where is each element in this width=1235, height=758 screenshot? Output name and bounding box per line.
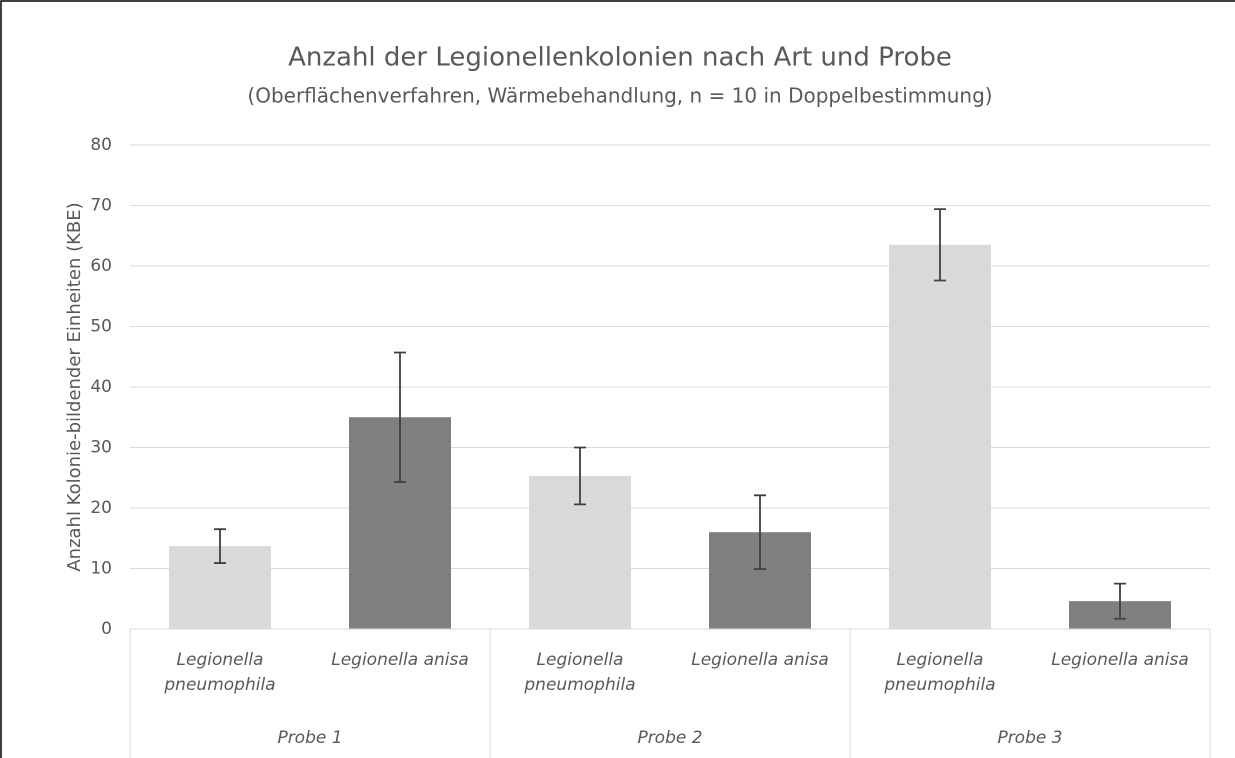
error-bar [934, 208, 946, 282]
chart-title: Anzahl der Legionellenkolonien nach Art … [288, 43, 952, 73]
error-bar [394, 351, 406, 483]
error-bar [574, 446, 586, 506]
y-tick-label: 80 [90, 135, 112, 155]
y-tick-label: 10 [90, 559, 112, 579]
x-tick-label: Legionella pneumophila [164, 650, 276, 695]
group-label: Probe 3 [997, 728, 1062, 748]
error-bar [1114, 582, 1126, 620]
y-tick-label: 0 [101, 619, 112, 639]
y-tick-label: 40 [90, 377, 112, 397]
x-tick-label: Legionella pneumophila [524, 650, 636, 695]
y-tick-label: 70 [90, 196, 112, 216]
y-tick-label: 20 [90, 498, 112, 518]
y-axis-label: Anzahl Kolonie-bildender Einheiten (KBE) [64, 202, 85, 571]
chart-subtitle: (Oberflächenverfahren, Wärmebehandlung, … [247, 84, 992, 108]
y-tick-label: 60 [90, 256, 112, 276]
x-tick-label: Legionella anisa [1051, 650, 1189, 670]
x-tick-label: Legionella anisa [691, 650, 829, 670]
y-tick-label: 30 [90, 438, 112, 458]
group-label: Probe 1 [277, 728, 342, 748]
group-label: Probe 2 [637, 728, 702, 748]
y-tick-label: 50 [90, 317, 112, 337]
x-tick-label: Legionella pneumophila [884, 650, 996, 695]
error-bar [754, 494, 766, 571]
error-bar [214, 528, 226, 564]
x-tick-label: Legionella anisa [331, 650, 469, 670]
bar [889, 244, 991, 629]
